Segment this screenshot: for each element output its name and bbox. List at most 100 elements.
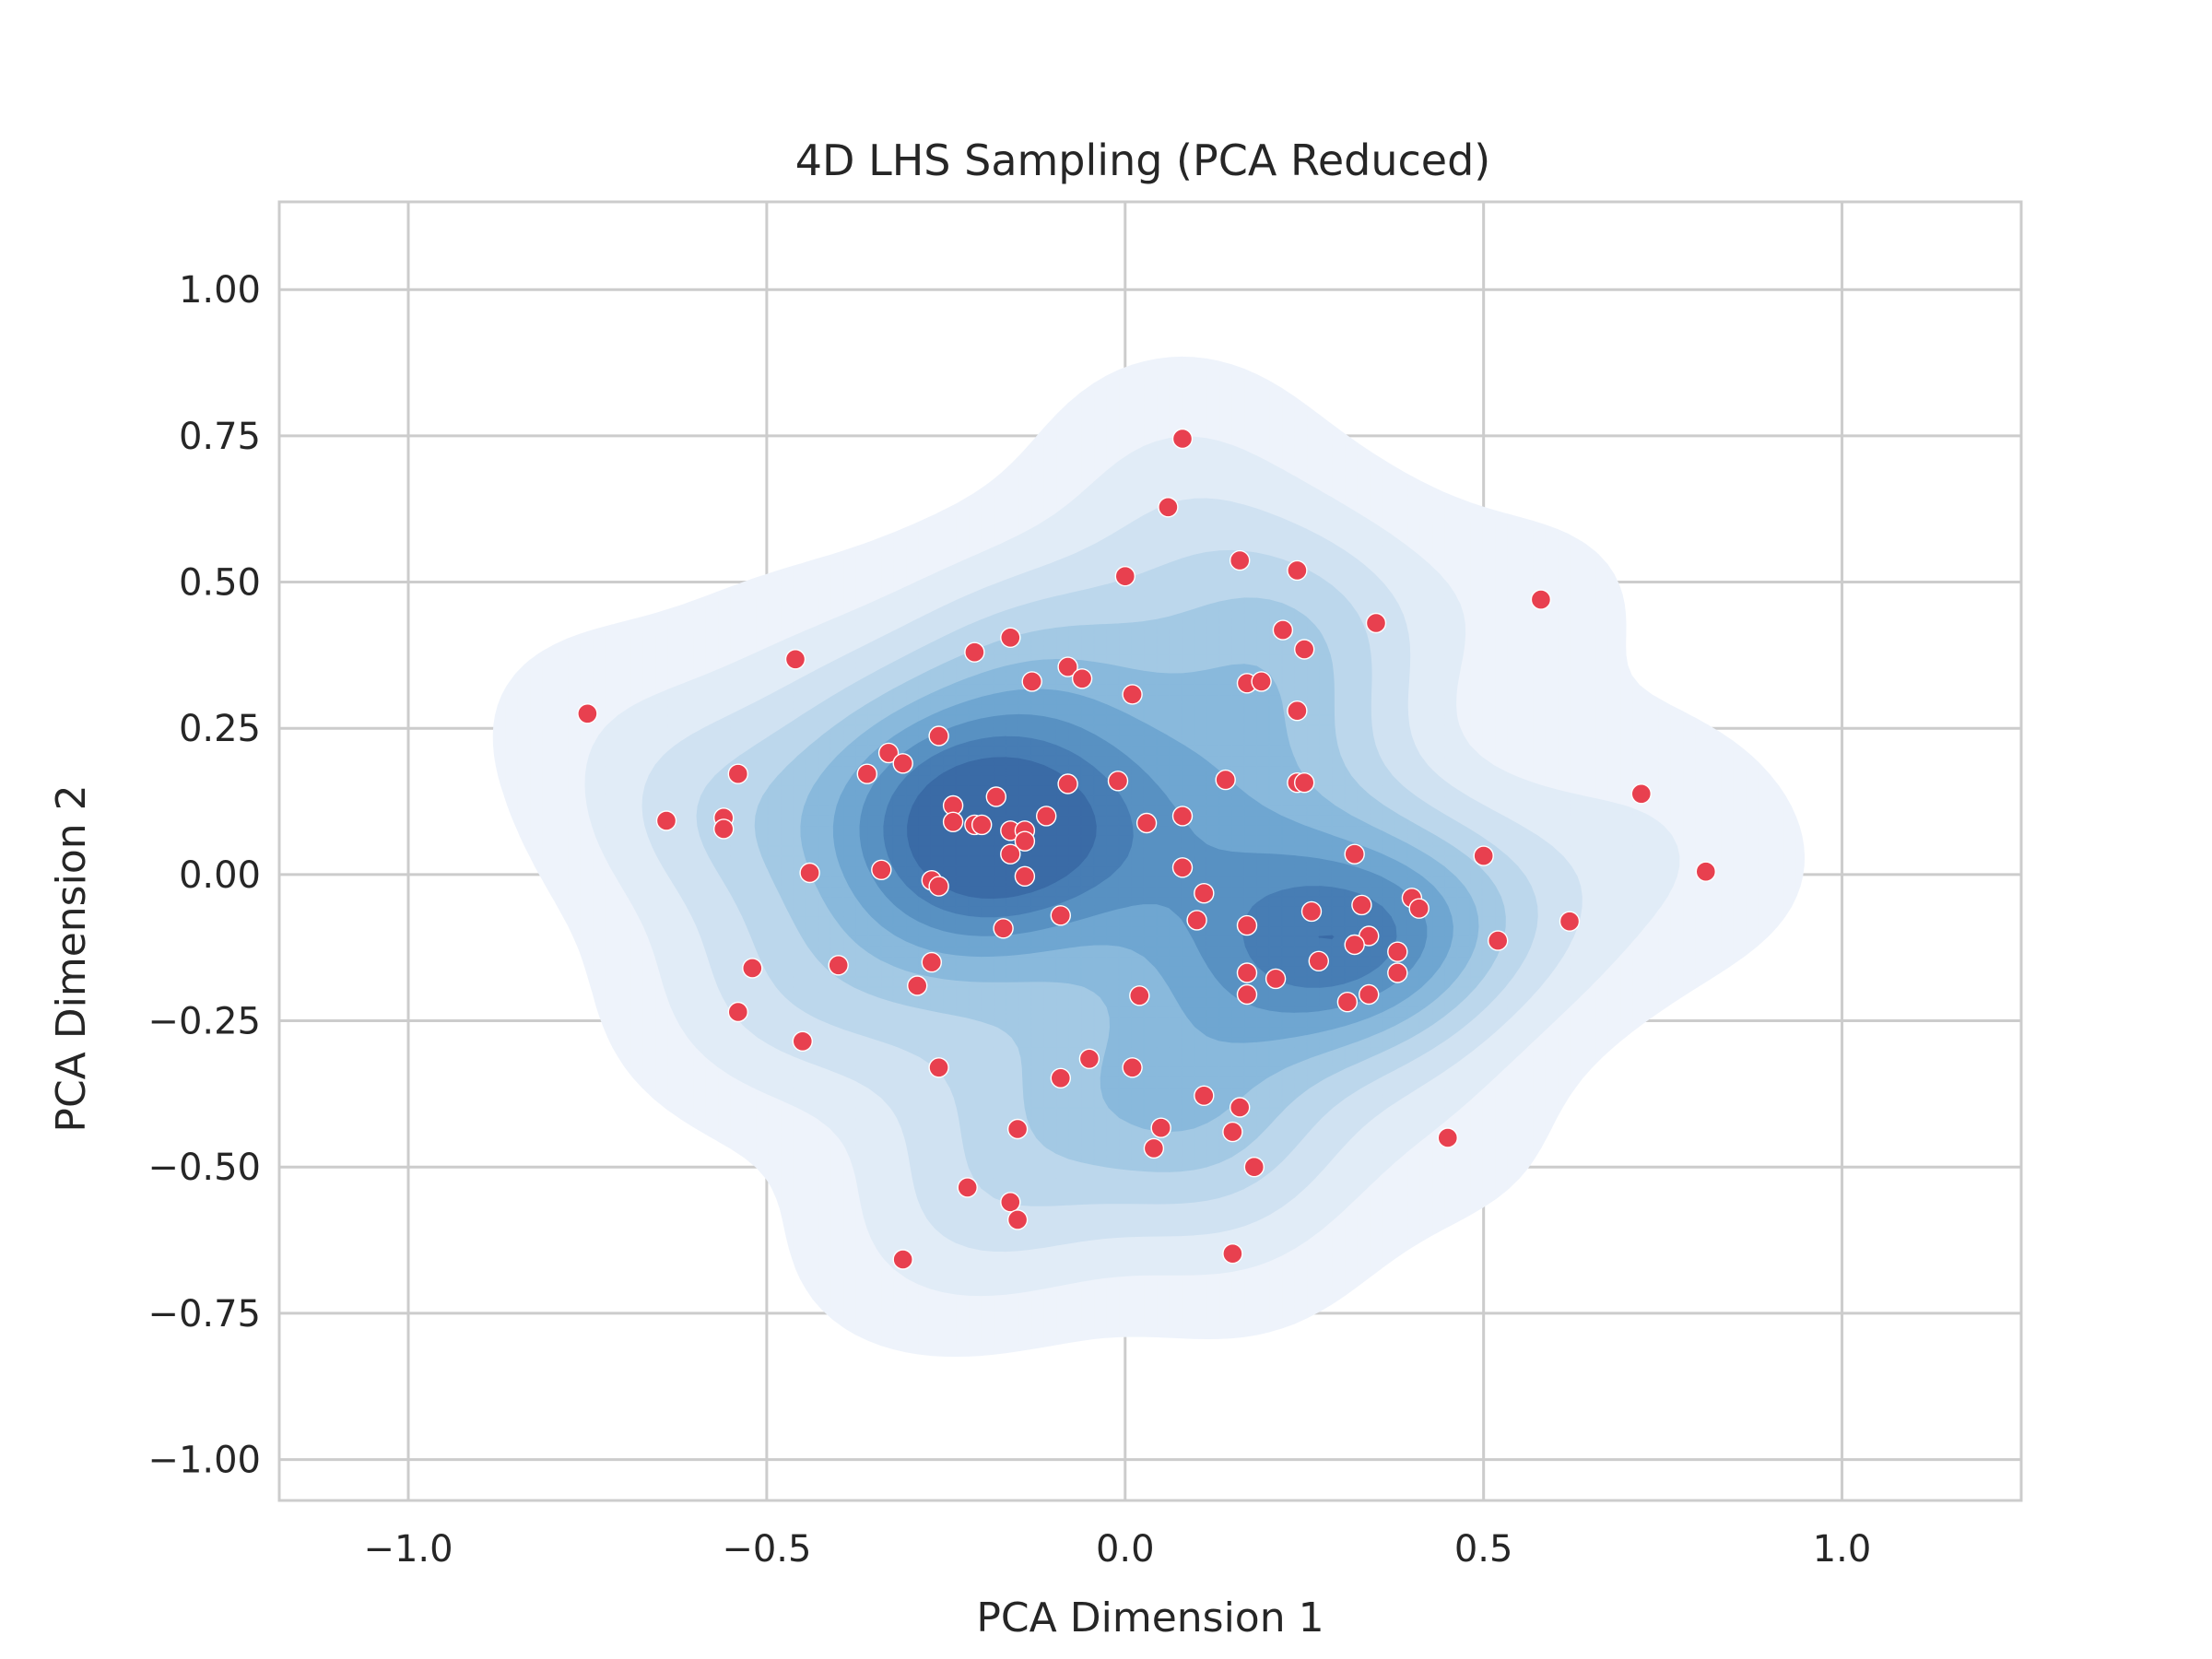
scatter-point xyxy=(1129,985,1150,1006)
scatter-point xyxy=(1630,783,1653,805)
scatter-point xyxy=(1293,639,1315,660)
scatter-point xyxy=(727,763,748,784)
density-contours xyxy=(492,356,1806,1358)
scatter-point xyxy=(1071,668,1093,689)
y-tick-labels: −1.00 −0.75 −0.50 −0.25 0.00 0.25 0.50 0.75 1.00 xyxy=(147,269,261,1481)
scatter-point xyxy=(1150,1117,1171,1138)
scatter-point xyxy=(1487,930,1509,951)
y-tick-label: 0.50 xyxy=(179,562,261,605)
scatter-point xyxy=(1050,1067,1072,1089)
x-axis-label: PCA Dimension 1 xyxy=(976,1594,1324,1641)
scatter-point xyxy=(799,862,820,884)
scatter-point xyxy=(1021,671,1042,692)
scatter-point xyxy=(1135,812,1158,834)
scatter-point xyxy=(1114,566,1136,587)
y-tick-label: −1.00 xyxy=(147,1440,261,1482)
scatter-point xyxy=(957,1177,978,1198)
scatter-point xyxy=(1050,905,1072,926)
scatter-point xyxy=(907,975,928,996)
scatter-point xyxy=(1265,968,1287,990)
scatter-point xyxy=(1006,1118,1029,1140)
scatter-point xyxy=(1473,845,1494,866)
scatter-point xyxy=(828,955,849,976)
scatter-point xyxy=(1336,991,1359,1013)
scatter-point xyxy=(1194,1085,1215,1107)
scatter-point xyxy=(964,641,985,663)
scatter-point xyxy=(1014,865,1036,887)
scatter-point xyxy=(928,1057,949,1078)
scatter-point xyxy=(1035,806,1057,827)
scatter-point xyxy=(877,742,900,764)
scatter-point xyxy=(1559,911,1581,932)
scatter-point xyxy=(1229,1097,1251,1118)
scatter-point xyxy=(942,811,964,832)
scatter-point xyxy=(856,763,877,784)
scatter-point xyxy=(928,876,949,897)
y-tick-label: −0.50 xyxy=(147,1147,261,1189)
scatter-point xyxy=(1437,1127,1459,1148)
scatter-points xyxy=(577,428,1717,1270)
scatter-point xyxy=(1287,700,1308,722)
scatter-point xyxy=(892,1249,913,1270)
scatter-point xyxy=(1194,883,1215,904)
scatter-point xyxy=(1365,612,1387,634)
scatter-point xyxy=(1222,1242,1243,1265)
scatter-point xyxy=(985,786,1007,807)
scatter-point xyxy=(1122,684,1143,705)
y-axis-label: PCA Dimension 2 xyxy=(48,784,95,1132)
scatter-point xyxy=(1222,1121,1243,1143)
scatter-point xyxy=(1236,983,1258,1006)
scatter-point xyxy=(1057,656,1078,677)
scatter-point xyxy=(993,918,1014,939)
y-tick-label: −0.25 xyxy=(147,1001,261,1043)
scatter-point xyxy=(1695,861,1717,882)
scatter-point xyxy=(1000,843,1021,865)
scatter-point xyxy=(892,753,913,774)
scatter-point xyxy=(1243,1156,1265,1178)
plot-frame xyxy=(277,200,2023,1502)
scatter-point xyxy=(1171,857,1194,878)
x-tick-label: 0.5 xyxy=(1454,1528,1513,1571)
x-tick-label: 0.0 xyxy=(1096,1528,1155,1571)
scatter-point xyxy=(1272,619,1294,641)
scatter-point xyxy=(1229,549,1251,571)
scatter-point xyxy=(1107,771,1129,792)
scatter-point xyxy=(1344,934,1365,956)
density-level-10 xyxy=(907,757,1335,940)
y-tick-label: −0.75 xyxy=(147,1293,261,1335)
scatter-point xyxy=(1158,497,1179,518)
y-tick-label: 0.25 xyxy=(179,708,261,750)
scatter-point xyxy=(1000,1192,1021,1213)
scatter-point xyxy=(713,818,735,840)
x-tick-label: −1.0 xyxy=(363,1528,453,1571)
scatter-point xyxy=(1171,806,1194,827)
scatter-point xyxy=(1000,627,1021,648)
scatter-point xyxy=(1171,428,1194,450)
scatter-point xyxy=(1308,950,1330,972)
scatter-point xyxy=(727,1001,748,1023)
y-tick-label: 0.75 xyxy=(179,416,261,458)
scatter-point xyxy=(1251,671,1272,692)
scatter-point xyxy=(1215,769,1236,791)
scatter-point xyxy=(1236,962,1258,983)
x-tick-labels: −1.0 −0.5 0.0 0.5 1.0 xyxy=(363,1528,1871,1571)
scatter-point xyxy=(1006,1209,1029,1230)
scatter-point xyxy=(1387,941,1408,962)
x-tick-label: 1.0 xyxy=(1813,1528,1872,1571)
scatter-point xyxy=(1236,914,1258,936)
scatter-point xyxy=(577,703,598,724)
scatter-point xyxy=(1300,900,1323,923)
scatter-point xyxy=(928,725,949,747)
scatter-point xyxy=(1530,589,1552,610)
scatter-point xyxy=(1057,773,1078,794)
y-tick-label: 0.00 xyxy=(179,854,261,897)
scatter-point xyxy=(1143,1137,1165,1159)
scatter-point xyxy=(1344,843,1365,865)
scatter-point xyxy=(1186,910,1207,931)
scatter-point xyxy=(1293,772,1315,794)
chart-title: 4D LHS Sampling (PCA Reduced) xyxy=(795,135,1490,185)
scatter-point xyxy=(1387,962,1408,983)
y-tick-label: 1.00 xyxy=(179,269,261,312)
scatter-point xyxy=(1122,1057,1143,1078)
